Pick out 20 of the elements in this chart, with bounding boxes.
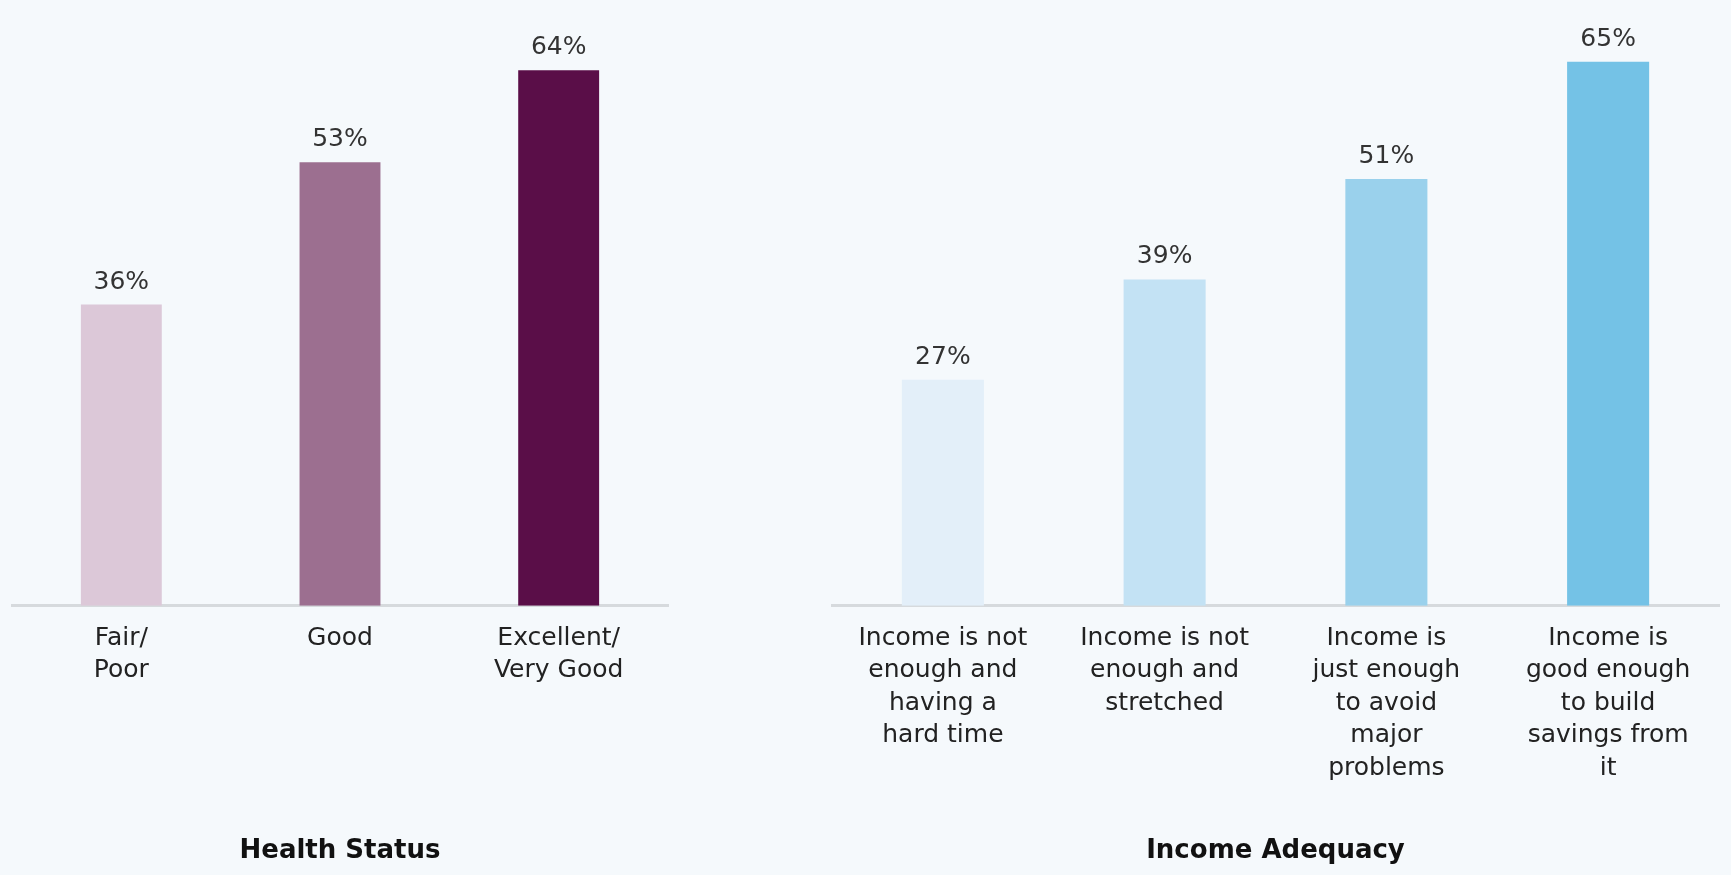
data-label: 53% xyxy=(312,123,368,153)
data-label: 27% xyxy=(915,340,971,370)
bar xyxy=(1123,279,1206,606)
bar xyxy=(1567,61,1650,606)
data-label: 51% xyxy=(1358,140,1415,169)
x-tick-label: Good xyxy=(307,621,373,651)
x-tick-label: Excellent/ Very Good xyxy=(493,621,624,684)
x-tick-label: Income is not enough and stretched xyxy=(1080,621,1250,716)
data-label: 65% xyxy=(1580,22,1636,52)
text: Income Adequacy xyxy=(1146,834,1405,865)
x-tick-label: Income is just enough to avoid major problems xyxy=(1311,621,1461,781)
data-label: 39% xyxy=(1136,240,1193,270)
x-tick-label: Fair/ Poor xyxy=(93,621,150,684)
text: Health Status xyxy=(239,834,441,865)
x-tick-label: Income is good enough to build savings from it xyxy=(1525,621,1691,781)
bar xyxy=(901,379,984,606)
data-label: 36% xyxy=(93,265,150,295)
bar xyxy=(1345,179,1428,606)
data-label: 64% xyxy=(530,31,587,61)
x-tick-label: Income is not enough and having a hard time xyxy=(858,621,1028,749)
